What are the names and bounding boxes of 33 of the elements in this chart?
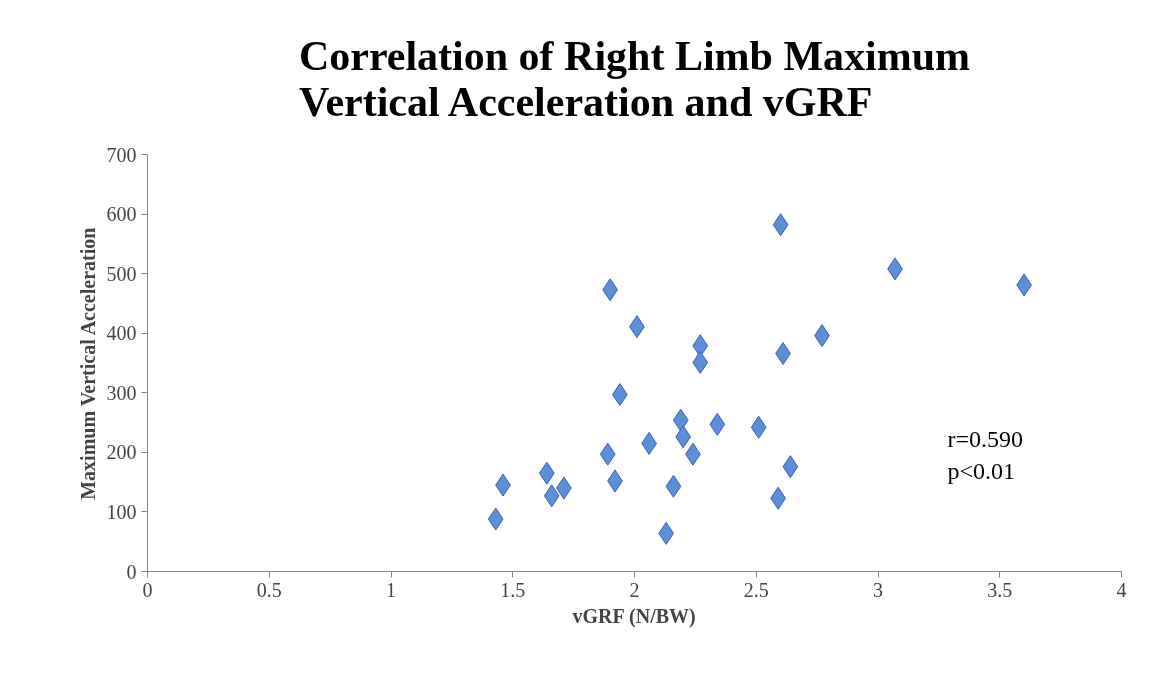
x-tick-label: 4 xyxy=(1116,578,1127,601)
point xyxy=(692,350,709,374)
point xyxy=(599,442,616,466)
x-tick-label: 0.5 xyxy=(256,578,282,601)
point xyxy=(750,415,767,439)
y-tick-label: 300 xyxy=(106,381,137,404)
y-tick-label: 700 xyxy=(106,143,137,166)
y-axis-title: Maximum Vertical Acceleration xyxy=(76,227,99,500)
y-tick-label: 500 xyxy=(106,262,137,285)
x-axis-title: vGRF (N/BW) xyxy=(572,604,696,628)
point xyxy=(672,408,689,432)
y-tick-label: 400 xyxy=(106,322,137,345)
y-tick-label: 600 xyxy=(106,203,137,226)
point xyxy=(782,455,799,479)
annotation: p<0.01 xyxy=(947,457,1016,484)
x-tick-label: 2 xyxy=(629,578,640,601)
point xyxy=(543,484,560,508)
x-tick-label: 3 xyxy=(873,578,883,601)
y-tick-label: 100 xyxy=(106,500,137,523)
x-tick-label: 1 xyxy=(386,578,396,601)
x-tick-label: 1.5 xyxy=(500,578,526,601)
y-tick-label: 200 xyxy=(106,441,137,464)
point xyxy=(665,474,682,498)
point xyxy=(772,213,789,237)
x-tick-label: 0 xyxy=(142,578,153,601)
point xyxy=(487,507,504,531)
annotation: r=0.590 xyxy=(947,425,1024,452)
x-tick-label: 2.5 xyxy=(743,578,769,601)
point xyxy=(675,425,692,449)
point xyxy=(709,412,726,436)
y-tick-label: 0 xyxy=(126,560,137,583)
chart-title: Correlation of Right Limb Maximum Vertical Acceleration and vGRF xyxy=(298,32,971,125)
x-tick-label: 3.5 xyxy=(987,578,1013,601)
